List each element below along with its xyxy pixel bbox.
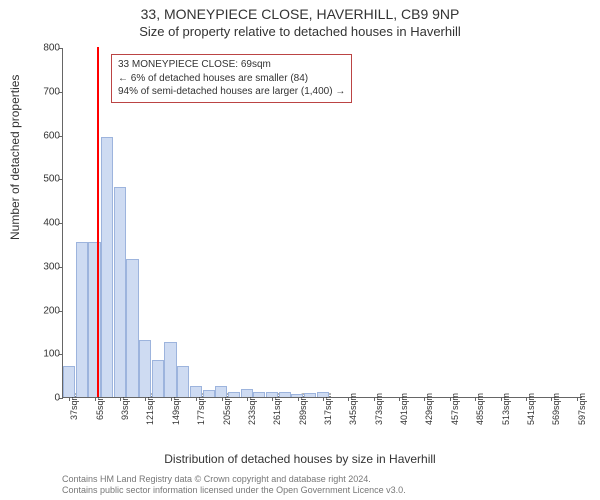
- xtick-label: 149sqm: [171, 393, 181, 425]
- histogram-bar: [215, 386, 227, 397]
- xtick-label: 513sqm: [501, 393, 511, 425]
- histogram-bar: [317, 392, 329, 397]
- annotation-line: ← 6% of detached houses are smaller (84): [118, 72, 345, 86]
- x-axis-label: Distribution of detached houses by size …: [0, 452, 600, 466]
- histogram-bar: [164, 342, 176, 397]
- histogram-bar: [266, 392, 278, 397]
- xtick-label: 597sqm: [577, 393, 587, 425]
- xtick-label: 93sqm: [120, 393, 130, 420]
- ytick-label: 0: [30, 393, 60, 404]
- ytick-label: 200: [30, 305, 60, 316]
- histogram-bar: [101, 137, 113, 397]
- ytick-label: 700: [30, 86, 60, 97]
- xtick-label: 373sqm: [374, 393, 384, 425]
- xtick-label: 345sqm: [348, 393, 358, 425]
- xtick-label: 429sqm: [424, 393, 434, 425]
- ytick-label: 400: [30, 218, 60, 229]
- attribution-line: Contains HM Land Registry data © Crown c…: [62, 474, 406, 485]
- property-marker-line: [97, 47, 99, 397]
- histogram-bar: [126, 259, 138, 397]
- ytick-label: 800: [30, 43, 60, 54]
- xtick-label: 569sqm: [551, 393, 561, 425]
- histogram-bar: [203, 390, 215, 397]
- xtick-label: 177sqm: [196, 393, 206, 425]
- ytick-label: 600: [30, 130, 60, 141]
- xtick-label: 121sqm: [145, 393, 155, 425]
- plot-area: 010020030040050060070080037sqm65sqm93sqm…: [62, 48, 582, 398]
- xtick-label: 401sqm: [399, 393, 409, 425]
- ytick-label: 300: [30, 261, 60, 272]
- annotation-line: 94% of semi-detached houses are larger (…: [118, 85, 345, 99]
- histogram-bar: [139, 340, 151, 397]
- xtick-label: 205sqm: [222, 393, 232, 425]
- ytick-label: 500: [30, 174, 60, 185]
- xtick-label: 317sqm: [323, 393, 333, 425]
- histogram-bar: [152, 360, 164, 397]
- histogram-bar: [228, 392, 240, 397]
- chart-subtitle: Size of property relative to detached ho…: [0, 24, 600, 39]
- ytick-label: 100: [30, 349, 60, 360]
- xtick-label: 37sqm: [69, 393, 79, 420]
- xtick-label: 261sqm: [272, 393, 282, 425]
- histogram-bar: [253, 392, 265, 397]
- xtick-label: 233sqm: [247, 393, 257, 425]
- histogram-bar: [177, 366, 189, 397]
- histogram-bar: [279, 392, 291, 397]
- histogram-bar: [114, 187, 126, 397]
- histogram-bar: [76, 242, 88, 397]
- histogram-bar: [291, 394, 303, 398]
- histogram-bar: [63, 366, 75, 397]
- histogram-bar: [304, 393, 316, 397]
- histogram-bar: [190, 386, 202, 397]
- attribution-line: Contains public sector information licen…: [62, 485, 406, 496]
- xtick-label: 485sqm: [475, 393, 485, 425]
- xtick-label: 289sqm: [298, 393, 308, 425]
- xtick-label: 65sqm: [95, 393, 105, 420]
- xtick-label: 457sqm: [450, 393, 460, 425]
- y-axis-label: Number of detached properties: [8, 75, 22, 240]
- chart-title: 33, MONEYPIECE CLOSE, HAVERHILL, CB9 9NP: [0, 6, 600, 22]
- annotation-box: 33 MONEYPIECE CLOSE: 69sqm← 6% of detach…: [111, 54, 352, 103]
- attribution-text: Contains HM Land Registry data © Crown c…: [62, 474, 406, 497]
- xtick-label: 541sqm: [526, 393, 536, 425]
- chart-container: 33, MONEYPIECE CLOSE, HAVERHILL, CB9 9NP…: [0, 0, 600, 500]
- annotation-line: 33 MONEYPIECE CLOSE: 69sqm: [118, 58, 345, 72]
- histogram-bar: [241, 389, 253, 397]
